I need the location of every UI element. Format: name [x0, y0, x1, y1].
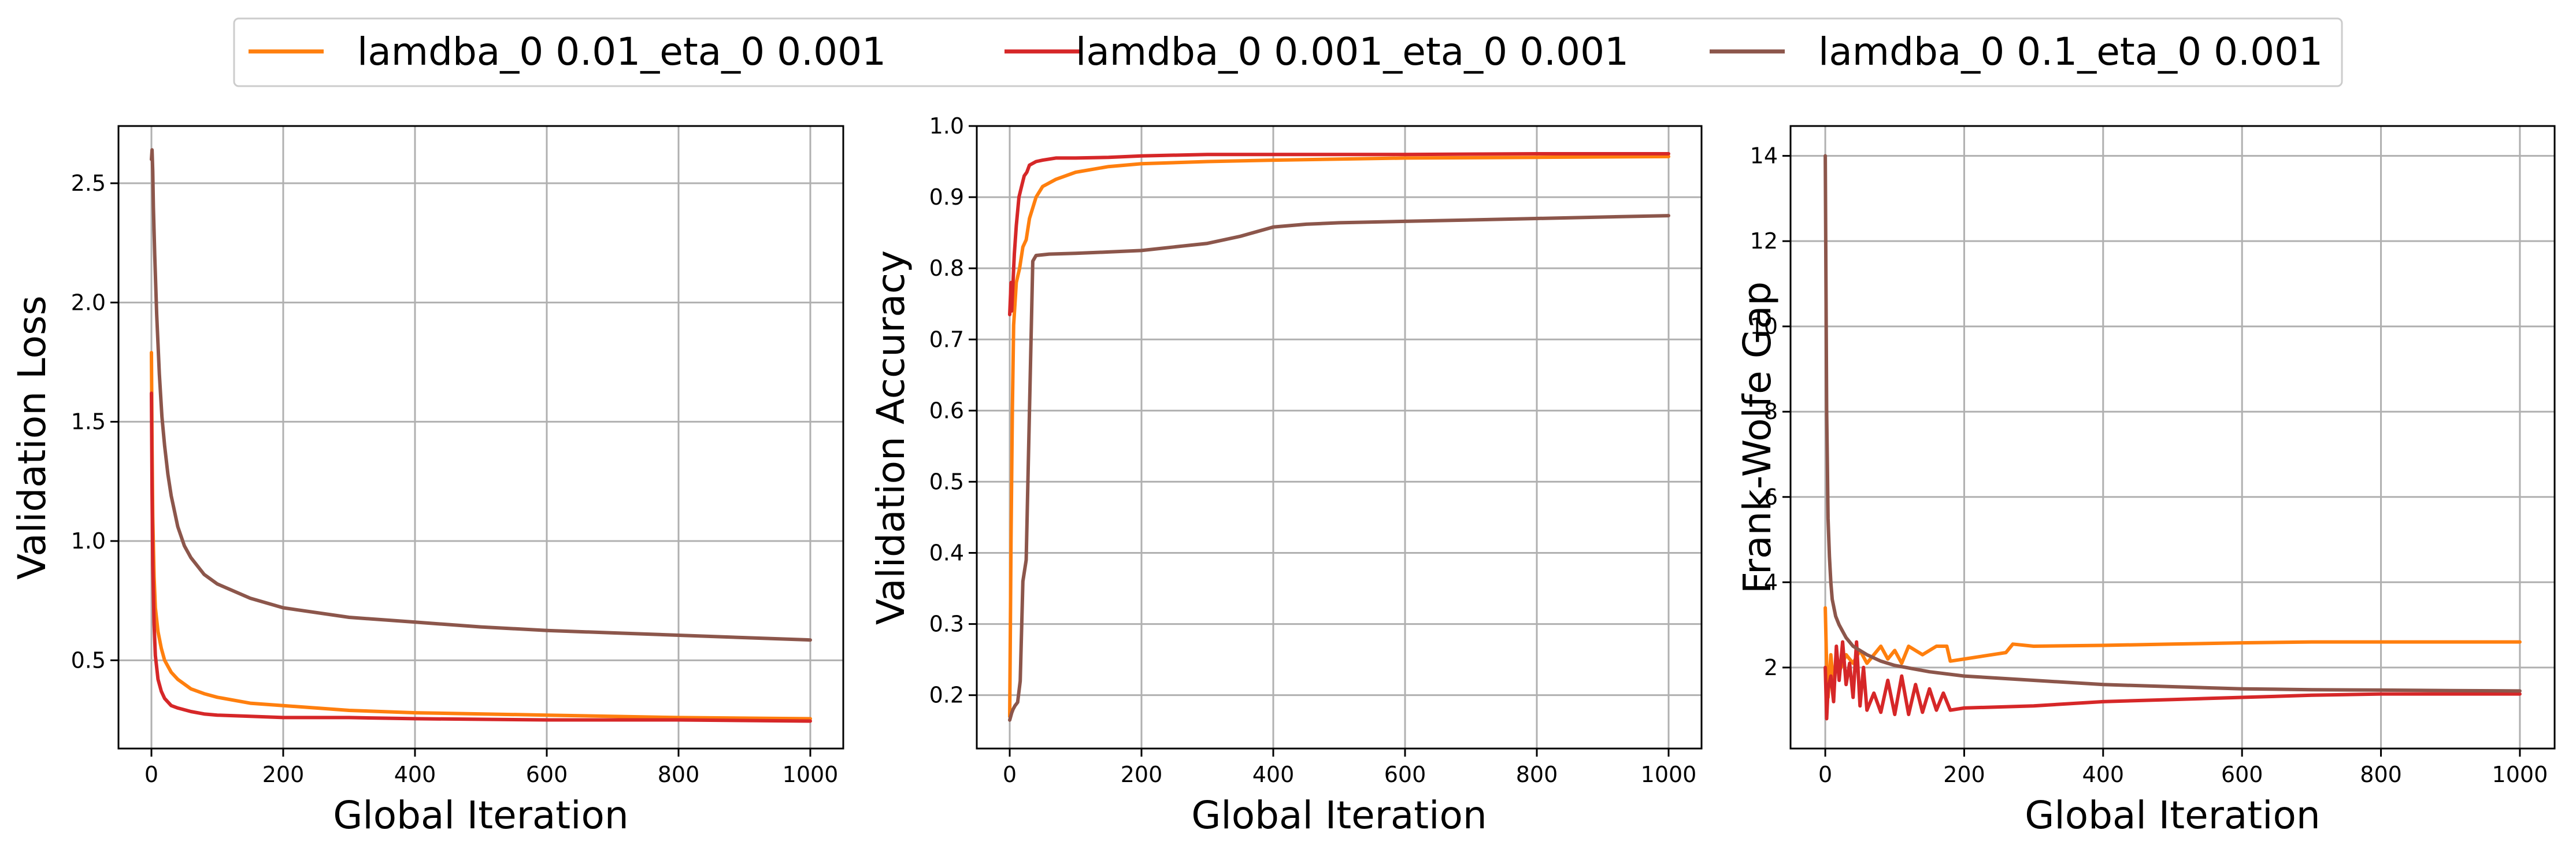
y-tick-label: 1.0	[929, 113, 964, 139]
x-tick-label: 1000	[2492, 762, 2548, 787]
legend-label-1: lamdba_0 0.001_eta_0 0.001	[1076, 29, 1629, 74]
ticks-group: 0 200 400 600 800 1000 0.5 1.0 1.5 2.0 2.5	[71, 171, 839, 787]
x-tick-label: 0	[1003, 762, 1017, 787]
x-tick-label: 1000	[783, 762, 839, 787]
y-tick-label: 0.8	[929, 255, 964, 281]
x-tick-label: 0	[1818, 762, 1832, 787]
y-tick-label: 0.2	[929, 683, 964, 708]
series-line-2	[1823, 154, 2522, 693]
x-tick-label: 1000	[1641, 762, 1697, 787]
x-tick-label: 0	[144, 762, 158, 787]
x-tick-label: 400	[1252, 762, 1295, 787]
series-group	[1008, 152, 1670, 722]
y-tick-label: 0.9	[929, 184, 964, 210]
panel-validation-accuracy: 0 200 400 600 800 1000 0.2 0.3 0.4 0.5 0.6 0.7 0.8 0.…	[869, 113, 1703, 838]
y-tick-label: 0.5	[71, 647, 106, 673]
y-tick-label: 12	[1750, 228, 1778, 254]
series-group	[150, 148, 812, 723]
y-tick-label: 0.4	[929, 540, 964, 566]
y-tick-label: 1.0	[71, 528, 106, 554]
x-axis-label: Global Iteration	[333, 793, 628, 838]
panel-frank-wolfe-gap: 0 200 400 600 800 1000 2 4 6 8 10 12 14 Global Itera…	[1735, 125, 2556, 838]
x-tick-label: 400	[394, 762, 436, 787]
series-line-2	[1008, 214, 1670, 722]
ticks-group: 0 200 400 600 800 1000 0.2 0.3 0.4 0.5 0.6 0.7 0.8 0.…	[929, 113, 1697, 787]
series-group	[1823, 154, 2522, 721]
y-tick-label: 0.3	[929, 612, 964, 637]
grid-group	[977, 125, 1702, 749]
y-tick-label: 8	[1764, 399, 1778, 424]
x-axis-label: Global Iteration	[2025, 793, 2320, 838]
legend-box	[233, 17, 2343, 87]
x-tick-label: 400	[2082, 762, 2125, 787]
y-axis-label: Frank-Wolfe Gap	[1735, 281, 1780, 594]
series-line-1	[1008, 152, 1670, 317]
plot-frame	[1789, 125, 2556, 750]
legend-label-2: lamdba_0 0.1_eta_0 0.001	[1818, 29, 2323, 74]
x-tick-label: 200	[1943, 762, 1985, 787]
y-tick-label: 4	[1764, 569, 1778, 595]
x-tick-label: 800	[658, 762, 700, 787]
x-tick-label: 600	[2221, 762, 2263, 787]
y-axis-label: Validation Loss	[10, 295, 54, 580]
y-tick-label: 0.7	[929, 327, 964, 352]
y-tick-label: 0.6	[929, 398, 964, 423]
y-tick-label: 0.5	[929, 469, 964, 494]
series-line-1	[150, 391, 812, 723]
y-tick-label: 6	[1764, 484, 1778, 510]
legend: lamdba_0 0.01_eta_0 0.001 lamdba_0 0.001…	[233, 17, 2343, 87]
x-tick-label: 800	[1516, 762, 1558, 787]
y-tick-label: 2	[1764, 655, 1778, 680]
plot-frame	[976, 125, 1703, 750]
panel-validation-loss: 0 200 400 600 800 1000 0.5 1.0 1.5 2.0 2.5 Global …	[10, 125, 844, 838]
y-tick-label: 1.5	[71, 409, 106, 435]
y-tick-label: 10	[1750, 314, 1778, 339]
y-tick-label: 2.5	[71, 171, 106, 196]
plot-frame	[117, 125, 844, 750]
x-tick-label: 200	[1121, 762, 1163, 787]
y-tick-label: 14	[1750, 143, 1778, 169]
x-tick-label: 600	[526, 762, 568, 787]
x-tick-label: 800	[2360, 762, 2402, 787]
y-tick-label: 2.0	[71, 290, 106, 315]
x-tick-label: 200	[262, 762, 305, 787]
series-line-2	[150, 148, 812, 642]
y-axis-label: Validation Accuracy	[869, 250, 913, 625]
ticks-group: 0 200 400 600 800 1000 2 4 6 8 10 12 14	[1750, 143, 2548, 787]
grid-group	[118, 126, 843, 749]
grid-group	[1791, 126, 2555, 749]
series-line-0	[1008, 154, 1670, 718]
x-axis-label: Global Iteration	[1191, 793, 1487, 838]
x-tick-label: 600	[1384, 762, 1426, 787]
series-line-1	[1823, 640, 2522, 721]
legend-label-0: lamdba_0 0.01_eta_0 0.001	[357, 29, 886, 74]
